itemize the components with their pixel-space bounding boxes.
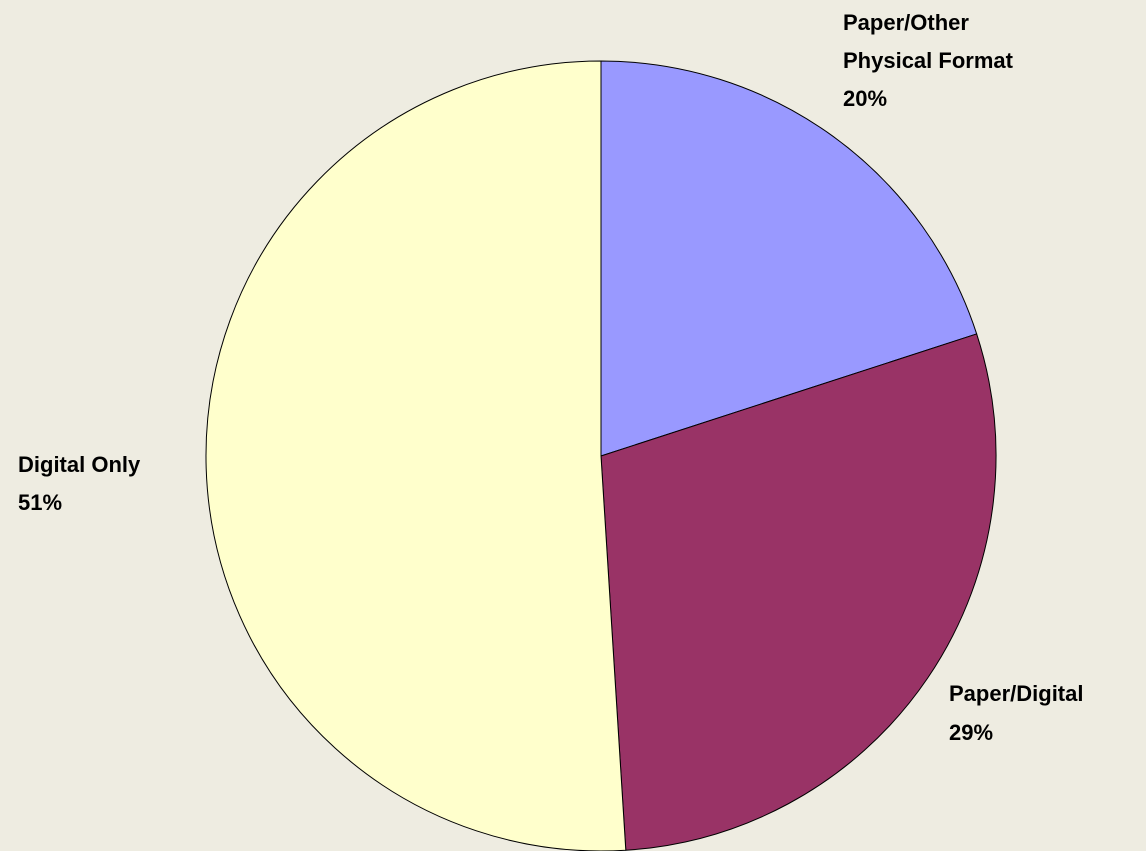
data-label-digital-only: Digital Only 51% [18,452,146,515]
pie-slice-digital-only [205,60,627,851]
data-label-paper-digital: Paper/Digital 29% [949,681,1090,745]
pie-slices [205,60,997,851]
data-label-digital-only-value: 51% [18,490,62,515]
data-label-paper-other-line1: Paper/Other [843,10,969,35]
data-label-paper-other-line2: Physical Format [843,48,1014,73]
data-label-paper-other-value: 20% [843,86,887,111]
data-label-paper-digital-value: 29% [949,720,993,745]
data-label-paper-digital-line1: Paper/Digital [949,681,1083,706]
data-label-digital-only-line1: Digital Only [18,452,141,477]
data-label-paper-other: Paper/Other Physical Format 20% [843,10,1019,111]
pie-slice-paper-other-physical-format [600,60,978,457]
pie-slice-paper-digital [600,333,997,851]
